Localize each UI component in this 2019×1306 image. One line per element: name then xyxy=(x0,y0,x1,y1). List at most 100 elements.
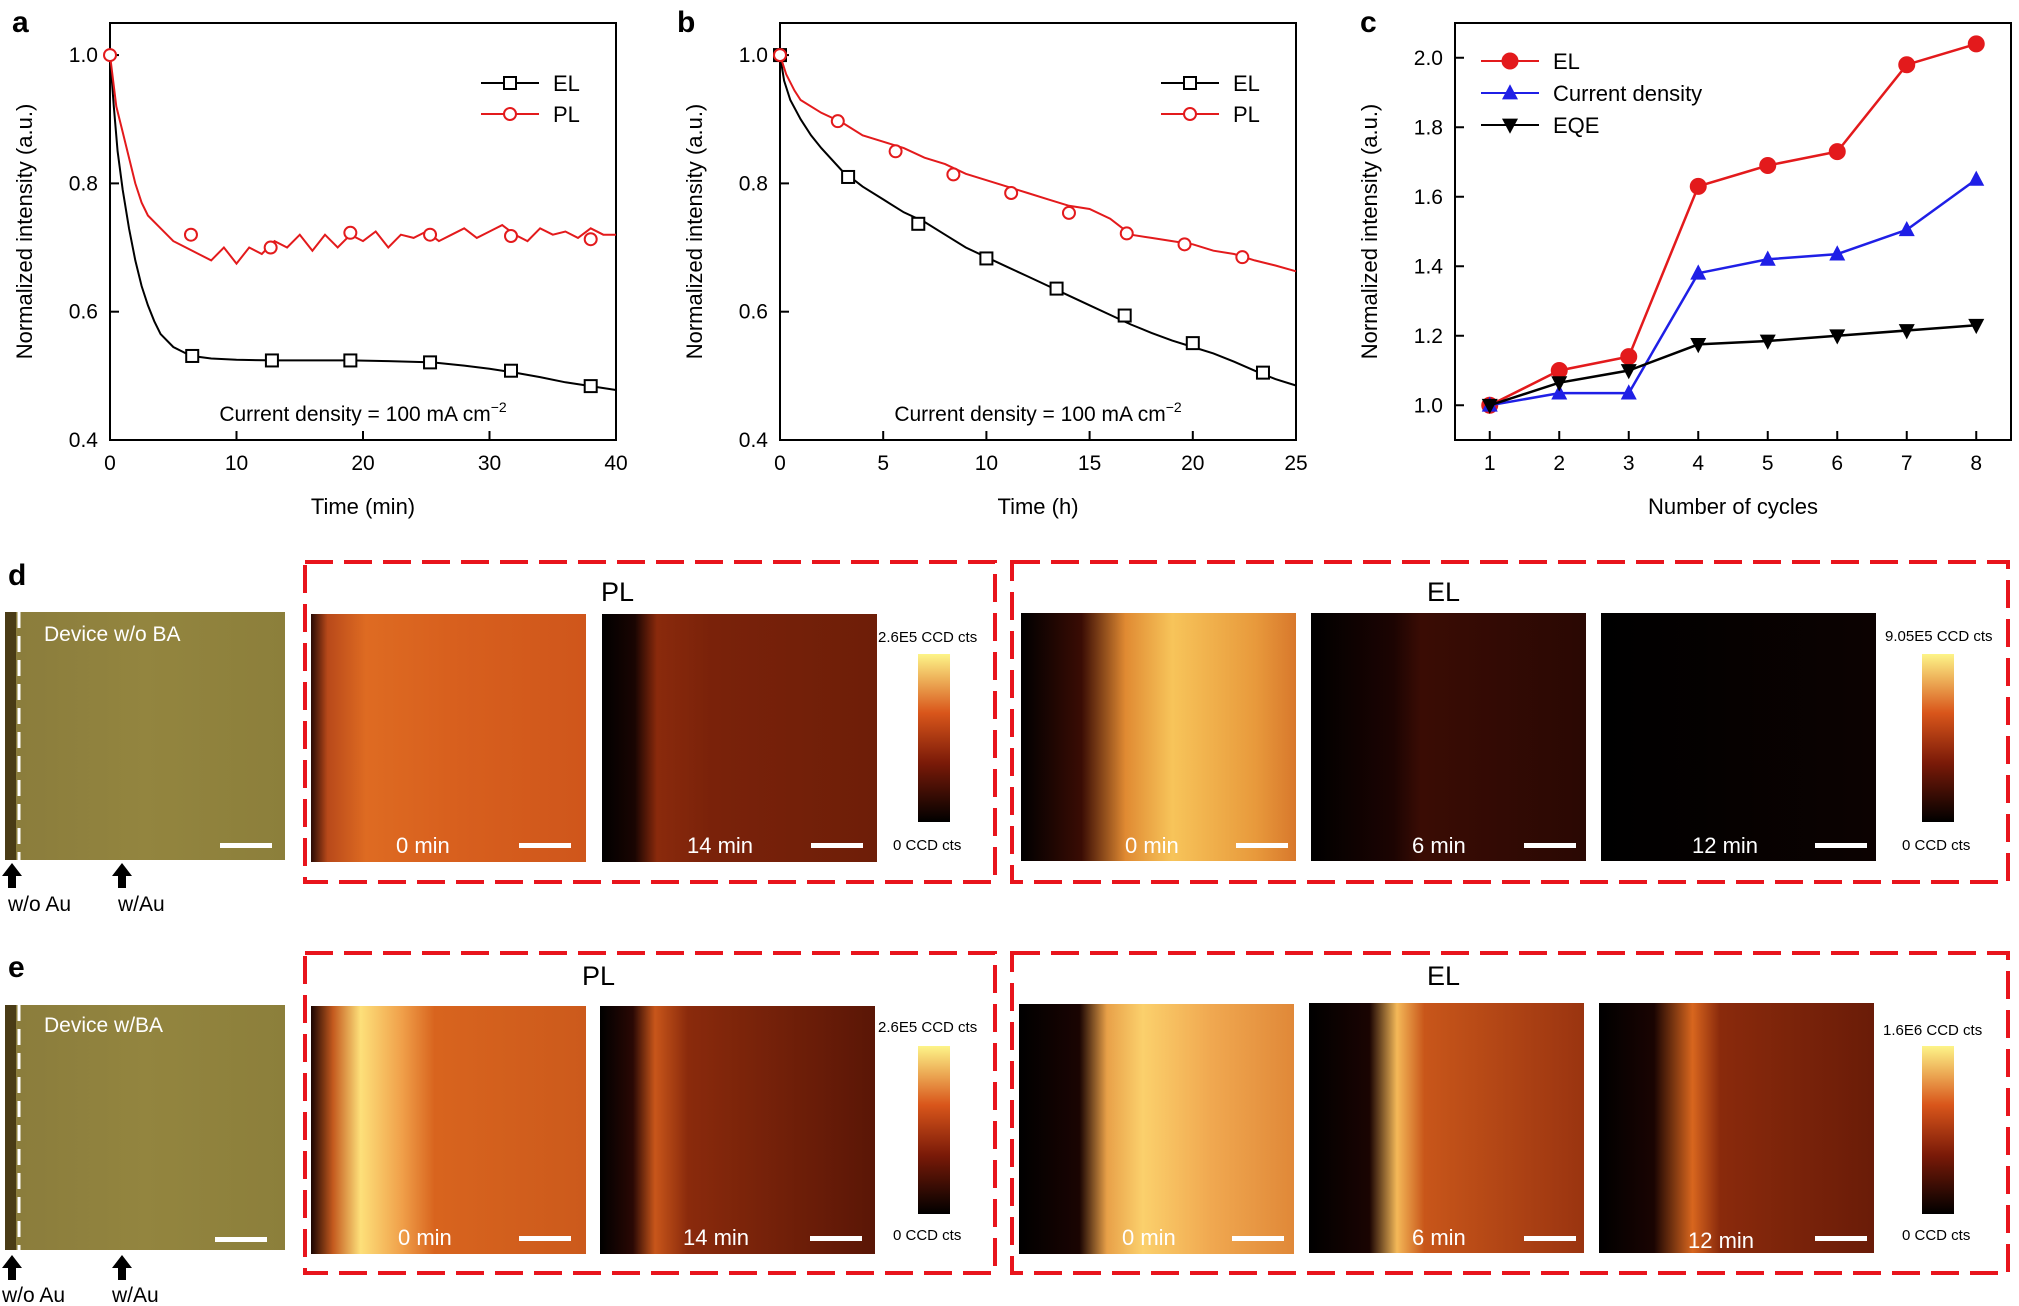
y-tick-label: 0.8 xyxy=(69,172,98,195)
pl-scale-min-d: 0 CCD cts xyxy=(893,837,961,854)
annotation-exponent: −2 xyxy=(1166,399,1182,415)
chart-b: 0 5 10 15 20 25 0.4 0.6 0.8 1.0 Time (h) Normalized… xyxy=(682,22,1308,519)
y-tick-label: 1.4 xyxy=(1414,255,1444,278)
data-point xyxy=(1620,384,1637,400)
pl-frame-d xyxy=(303,560,997,884)
chart-a: 0 10 20 30 40 0.4 0.6 0.8 1.0 Time (min) Normalize… xyxy=(12,22,628,519)
series-line-el xyxy=(779,54,1297,387)
plot-frame xyxy=(779,22,1297,441)
data-point xyxy=(1690,338,1707,354)
data-point xyxy=(185,348,200,363)
x-tick-label: 0 xyxy=(774,452,786,475)
data-point xyxy=(504,363,519,378)
el-frame-label-d-1: 6 min xyxy=(1412,833,1466,858)
panel-label-d: d xyxy=(8,559,26,592)
data-point xyxy=(1235,250,1250,265)
scale-bar xyxy=(1815,1236,1867,1241)
legend-marker xyxy=(1183,107,1197,121)
x-tick-label: 2 xyxy=(1553,452,1565,475)
data-point xyxy=(1481,398,1498,415)
data-point xyxy=(841,169,856,184)
pl-map-e-0 xyxy=(311,1006,586,1254)
pl-scale-max-e: 2.6E5 CCD cts xyxy=(878,1019,977,1036)
y-tick-label: 1.0 xyxy=(739,44,768,67)
series-line-current-density xyxy=(1489,178,1978,407)
pl-frame-e xyxy=(303,951,997,1275)
pl-title-d: PL xyxy=(601,577,634,607)
scale-bar xyxy=(1236,843,1288,848)
y-axis-label: Normalized intensity (a.u.) xyxy=(12,104,37,360)
scale-bar xyxy=(215,1237,267,1242)
pl-map-e-1 xyxy=(600,1006,875,1254)
legend-label: EQE xyxy=(1553,113,1599,138)
x-tick-label: 5 xyxy=(1762,452,1774,475)
legend-label: Current density xyxy=(1553,81,1702,106)
data-point xyxy=(1117,308,1132,323)
y-tick-label: 0.8 xyxy=(739,172,768,195)
y-tick-label: 1.8 xyxy=(1414,116,1443,139)
arrow-label-right-d: w/Au xyxy=(117,893,165,916)
data-point xyxy=(1759,156,1777,174)
x-axis-label: Time (min) xyxy=(311,494,415,519)
annotation: Current density = 100 mA cm−2 xyxy=(894,399,1182,426)
y-axis-label: Normalized intensity (a.u.) xyxy=(682,104,707,360)
electrode-strip xyxy=(5,1005,16,1250)
legend-label: EL xyxy=(553,71,580,96)
data-point xyxy=(773,48,787,63)
scale-bar xyxy=(810,1236,862,1241)
y-axis-label: Normalized intensity (a.u.) xyxy=(1357,104,1382,360)
scale-bar xyxy=(519,843,571,848)
x-tick-label: 7 xyxy=(1901,452,1913,475)
device-photo-d xyxy=(5,612,285,860)
el-map-d-1 xyxy=(1311,613,1586,861)
data-point xyxy=(1620,364,1637,380)
el-frame-label-e-2: 12 min xyxy=(1688,1228,1754,1253)
scale-bar xyxy=(1232,1236,1284,1241)
data-point xyxy=(1551,384,1568,400)
x-axis-label: Number of cycles xyxy=(1648,494,1818,519)
y-tick-label: 0.6 xyxy=(69,301,98,324)
data-point xyxy=(1690,264,1707,280)
legend-marker xyxy=(1501,52,1519,70)
data-point xyxy=(1968,170,1985,186)
device-photo-e xyxy=(5,1005,285,1250)
data-point xyxy=(911,216,926,231)
photo-label-e: Device w/BA xyxy=(44,1014,163,1037)
el-colorbar-e xyxy=(1922,1046,1954,1214)
plot-frame xyxy=(1454,22,2012,441)
el-map-d-0 xyxy=(1021,613,1296,861)
pl-scale-min-e: 0 CCD cts xyxy=(893,1227,961,1244)
x-tick-label: 8 xyxy=(1970,452,1982,475)
data-point xyxy=(1759,250,1776,266)
scale-bar xyxy=(811,843,863,848)
data-point xyxy=(1119,226,1134,241)
data-point xyxy=(1185,336,1200,351)
panel-label-e: e xyxy=(8,951,25,984)
chart-c: 1 2 3 4 5 6 7 8 1.0 1.2 1.4 1.6 1.8 2.0 Number of cycl… xyxy=(1357,22,2012,519)
scale-bar xyxy=(220,843,272,848)
series-line-pl xyxy=(779,54,1297,273)
data-point xyxy=(1061,205,1076,220)
x-tick-label: 10 xyxy=(975,452,998,475)
data-point xyxy=(1759,334,1776,350)
data-point xyxy=(504,228,519,243)
x-tick-label: 1 xyxy=(1484,452,1496,475)
data-point xyxy=(1620,348,1638,366)
arrow-up-icon xyxy=(112,863,132,888)
legend-label: PL xyxy=(1233,102,1260,127)
panel-label-c: c xyxy=(1360,6,1377,39)
pl-scale-max-d: 2.6E5 CCD cts xyxy=(878,629,977,646)
data-point xyxy=(583,232,598,247)
legend-label: PL xyxy=(553,102,580,127)
data-point xyxy=(423,355,438,370)
data-point xyxy=(423,227,438,242)
y-tick-label: 0.6 xyxy=(739,301,768,324)
pl-frame-label-d-0: 0 min xyxy=(396,833,450,858)
pl-title-e: PL xyxy=(582,961,615,991)
el-title-e: EL xyxy=(1427,961,1460,991)
data-point xyxy=(263,240,278,255)
el-scale-min-e: 0 CCD cts xyxy=(1902,1227,1970,1244)
legend-label: EL xyxy=(1553,49,1580,74)
el-frame-label-d-2: 12 min xyxy=(1692,833,1758,858)
el-map-e-1 xyxy=(1309,1003,1584,1253)
